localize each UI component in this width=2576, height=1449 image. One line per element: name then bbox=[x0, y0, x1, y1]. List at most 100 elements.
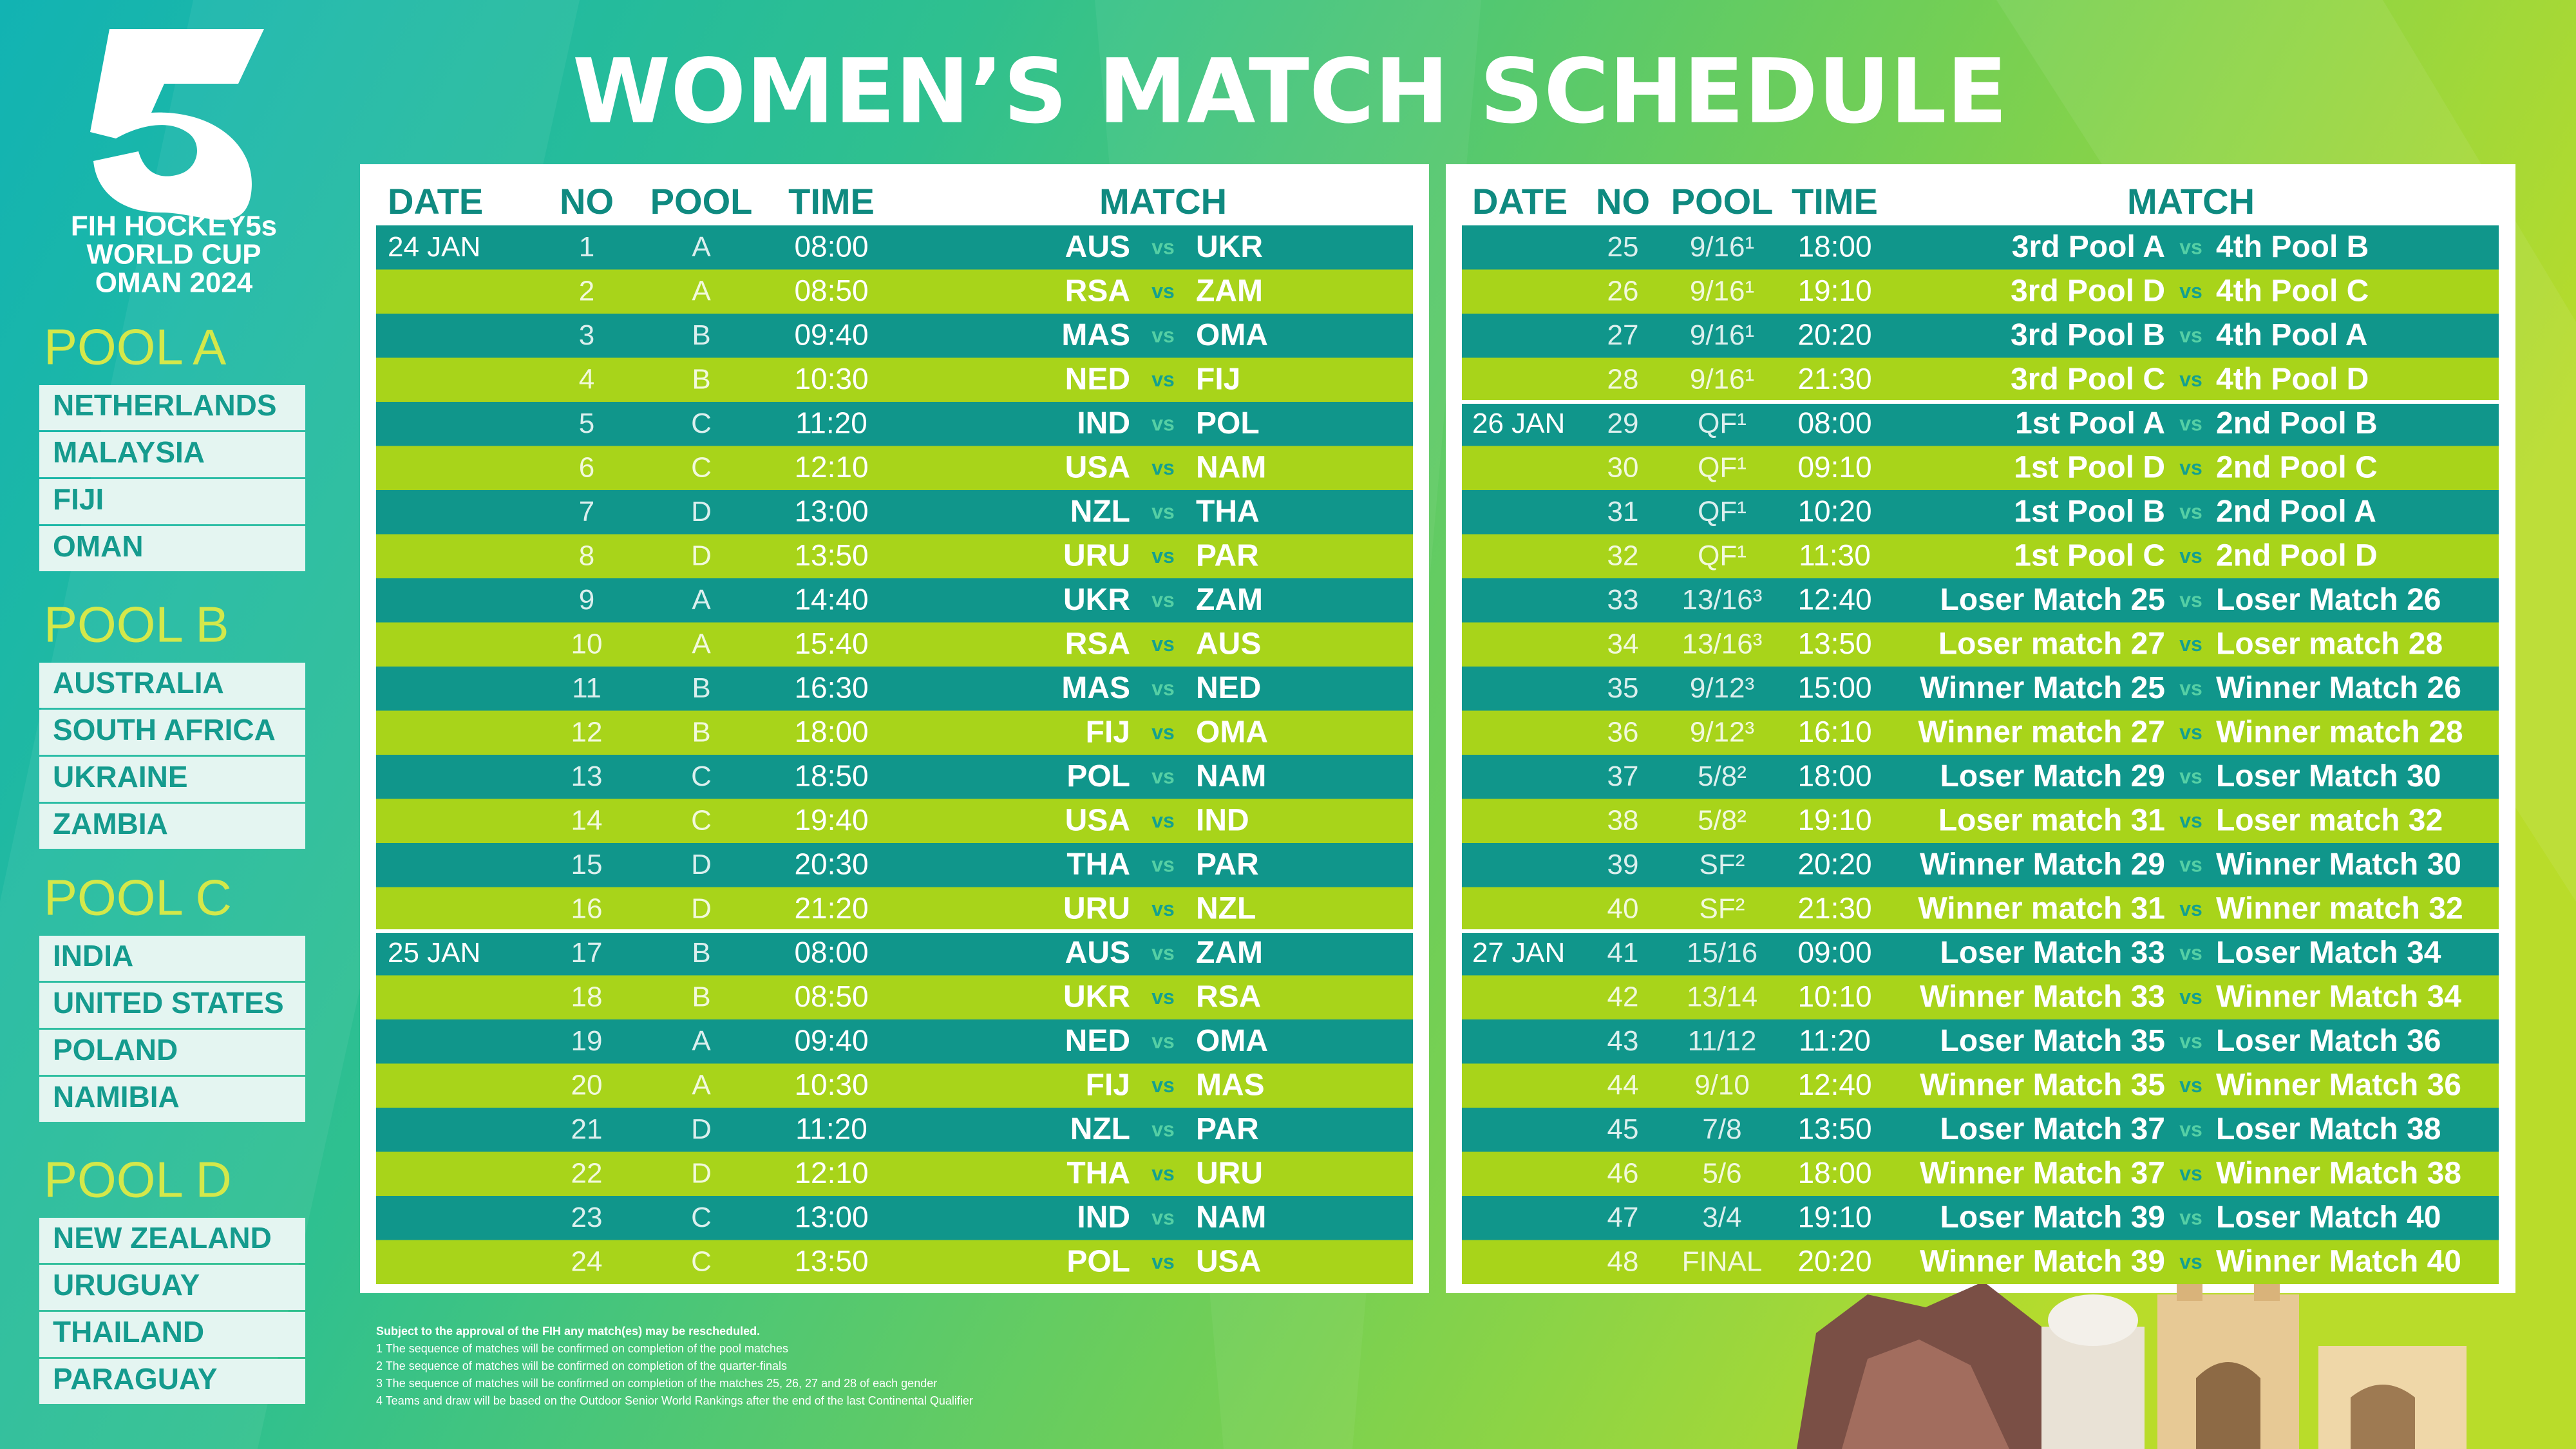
team-cell: NZL bbox=[1070, 495, 1130, 529]
team-name: PARAGUAY bbox=[53, 1362, 218, 1396]
team-box bbox=[39, 1218, 305, 1263]
pool-cell: C bbox=[691, 1245, 712, 1277]
row-band bbox=[1462, 622, 2499, 667]
team-cell: IND bbox=[1077, 406, 1130, 440]
team-name: UKRAINE bbox=[53, 760, 188, 793]
pool-cell: B bbox=[692, 716, 710, 748]
team-cell: Winner Match 26 bbox=[2216, 671, 2461, 705]
row-band bbox=[1462, 490, 2499, 535]
row-band bbox=[376, 843, 1413, 887]
team-cell: Winner match 32 bbox=[2216, 891, 2463, 925]
row-band bbox=[376, 314, 1413, 358]
pool-heading: POOL A bbox=[44, 319, 226, 375]
team-name: ZAMBIA bbox=[53, 807, 168, 840]
match-number: 7 bbox=[579, 496, 594, 527]
team-cell: POL bbox=[1196, 406, 1260, 440]
pool-cell: 5/8² bbox=[1698, 804, 1747, 836]
row-band bbox=[376, 578, 1413, 623]
time-cell: 13:00 bbox=[794, 1200, 868, 1233]
row-band bbox=[1462, 534, 2499, 578]
match-number: 9 bbox=[579, 584, 594, 616]
row-band bbox=[376, 710, 1413, 755]
time-cell: 19:10 bbox=[1797, 274, 1871, 307]
team-box bbox=[39, 1265, 305, 1310]
team-cell: Loser Match 39 bbox=[1940, 1200, 2165, 1235]
column-header: DATE bbox=[388, 181, 483, 222]
pool-cell: QF¹ bbox=[1698, 408, 1747, 439]
vs-label: vs bbox=[2179, 324, 2202, 347]
match-number: 12 bbox=[571, 716, 603, 748]
team-cell: USA bbox=[1065, 803, 1130, 837]
team-cell: Loser Match 40 bbox=[2216, 1200, 2441, 1235]
team-cell: UKR bbox=[1063, 980, 1130, 1014]
vs-label: vs bbox=[2179, 1206, 2202, 1229]
team-cell: 4th Pool A bbox=[2216, 318, 2368, 352]
column-header: MATCH bbox=[2127, 181, 2255, 222]
match-number: 20 bbox=[571, 1069, 603, 1101]
vs-label: vs bbox=[2179, 721, 2202, 744]
team-cell: Loser Match 25 bbox=[1940, 583, 2165, 617]
pool-cell: 9/12³ bbox=[1690, 672, 1754, 704]
team-cell: 1st Pool B bbox=[2014, 495, 2165, 529]
team-name: POLAND bbox=[53, 1033, 178, 1066]
pool-cell: D bbox=[691, 1113, 712, 1145]
pool-cell: SF² bbox=[1700, 893, 1745, 924]
team-cell: FIJ bbox=[1196, 362, 1240, 396]
vs-label: vs bbox=[1151, 809, 1175, 832]
pool-heading: POOL D bbox=[44, 1151, 232, 1208]
team-cell: IND bbox=[1077, 1200, 1130, 1235]
date-cell: 26 JAN bbox=[1472, 408, 1565, 439]
team-cell: POL bbox=[1066, 759, 1130, 793]
team-cell: MAS bbox=[1196, 1068, 1265, 1102]
team-cell: Loser Match 26 bbox=[2216, 583, 2441, 617]
team-name: THAILAND bbox=[53, 1315, 204, 1349]
match-number: 30 bbox=[1607, 451, 1639, 483]
team-box bbox=[39, 936, 305, 981]
match-number: 40 bbox=[1607, 893, 1639, 924]
time-cell: 20:20 bbox=[1797, 1244, 1871, 1278]
pool-cell: B bbox=[692, 319, 710, 351]
team-cell: OMA bbox=[1196, 1024, 1268, 1058]
column-header: TIME bbox=[1792, 181, 1878, 222]
vs-label: vs bbox=[2179, 1250, 2202, 1273]
team-cell: FIJ bbox=[1086, 1068, 1130, 1102]
time-cell: 21:30 bbox=[1797, 362, 1871, 395]
row-band bbox=[376, 357, 1413, 402]
pool-cell: 9/16¹ bbox=[1690, 363, 1754, 395]
date-cell: 27 JAN bbox=[1472, 937, 1565, 969]
team-cell: NZL bbox=[1196, 891, 1256, 925]
vs-label: vs bbox=[2179, 677, 2202, 700]
footnote: 2 The sequence of matches will be confir… bbox=[376, 1359, 787, 1372]
team-cell: URU bbox=[1063, 538, 1130, 573]
pool-cell: 9/16¹ bbox=[1690, 231, 1754, 263]
team-cell: Winner Match 25 bbox=[1920, 671, 2165, 705]
match-number: 28 bbox=[1607, 363, 1639, 395]
time-cell: 20:30 bbox=[794, 847, 868, 880]
team-cell: USA bbox=[1065, 450, 1130, 484]
team-cell: AUS bbox=[1065, 936, 1130, 970]
team-cell: Winner Match 37 bbox=[1920, 1156, 2165, 1190]
time-cell: 11:20 bbox=[1799, 1023, 1871, 1057]
time-cell: 10:30 bbox=[794, 362, 868, 395]
match-number: 14 bbox=[571, 804, 603, 836]
pool-cell: B bbox=[692, 363, 710, 395]
match-number: 48 bbox=[1607, 1245, 1639, 1277]
time-cell: 10:10 bbox=[1797, 980, 1871, 1013]
match-number: 18 bbox=[571, 981, 603, 1012]
column-header: POOL bbox=[650, 181, 753, 222]
team-box bbox=[39, 479, 305, 524]
team-cell: NZL bbox=[1070, 1112, 1130, 1146]
team-cell: NAM bbox=[1196, 759, 1266, 793]
team-cell: ZAM bbox=[1196, 936, 1263, 970]
pool-cell: QF¹ bbox=[1698, 496, 1747, 527]
team-name: URUGUAY bbox=[53, 1268, 200, 1302]
team-cell: Loser Match 35 bbox=[1940, 1024, 2165, 1058]
match-number: 29 bbox=[1607, 408, 1639, 439]
vs-label: vs bbox=[1151, 279, 1175, 303]
team-name: AUSTRALIA bbox=[53, 666, 224, 699]
vs-label: vs bbox=[2179, 500, 2202, 524]
page-title: WOMEN’S MATCH SCHEDULE bbox=[573, 40, 2007, 144]
pool-cell: 15/16 bbox=[1687, 937, 1757, 969]
match-number: 33 bbox=[1607, 584, 1639, 616]
vs-label: vs bbox=[1151, 721, 1175, 744]
